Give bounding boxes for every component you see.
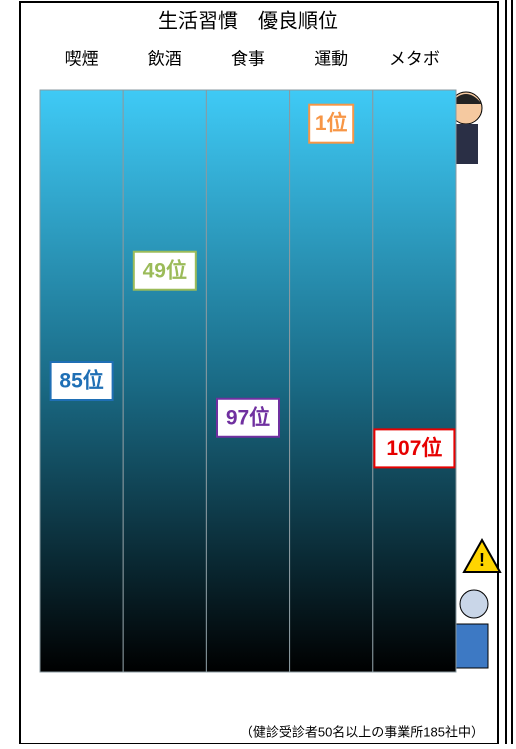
category-label: 喫煙 xyxy=(65,49,99,68)
rank-label: 85位 xyxy=(59,369,103,393)
column xyxy=(205,89,291,673)
rank-box xyxy=(216,397,280,438)
column xyxy=(289,89,374,673)
rank-box xyxy=(373,428,456,469)
svg-text:!: ! xyxy=(479,550,485,570)
category-label: メタボ xyxy=(389,49,440,68)
category-label: 運動 xyxy=(314,49,348,68)
rank-label: 49位 xyxy=(143,258,187,282)
rank-label: 107位 xyxy=(386,436,442,460)
happy-icon xyxy=(449,91,483,164)
category-label: 飲酒 xyxy=(148,49,182,68)
rank-box xyxy=(132,250,197,291)
column xyxy=(122,89,207,673)
category-label: 食事 xyxy=(231,49,265,68)
rank-label: 97位 xyxy=(226,405,270,429)
footnote: （健診受診者50名以上の事業所185社中） xyxy=(240,724,484,739)
rank-label: 1位 xyxy=(315,111,348,135)
rank-box xyxy=(308,103,355,144)
chart-title: 生活習慣 優良順位 xyxy=(158,9,338,32)
rank-box xyxy=(49,361,114,401)
warning-icon: ! xyxy=(451,537,502,669)
column xyxy=(372,89,457,673)
